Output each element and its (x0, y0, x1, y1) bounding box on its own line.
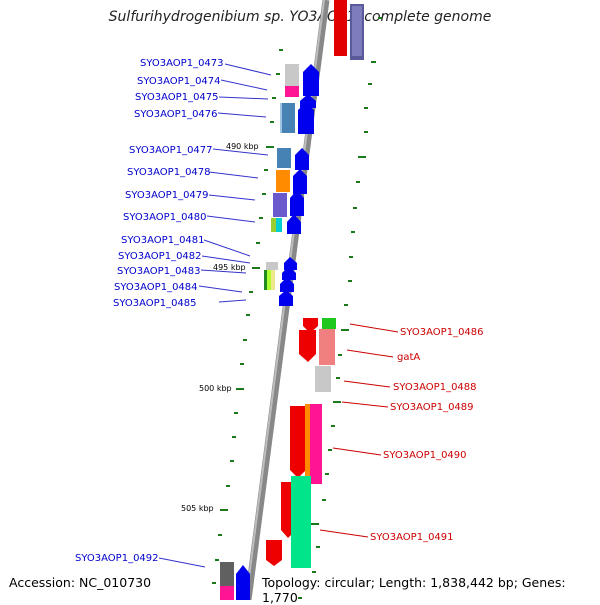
left-connectors (158, 63, 272, 568)
gene-block-top (334, 0, 364, 60)
gene-label-0480[interactable]: SYO3AOP1_0480 (123, 212, 207, 223)
gene-label-0484[interactable]: SYO3AOP1_0484 (114, 282, 198, 293)
gene-label-0483[interactable]: SYO3AOP1_0483 (117, 266, 201, 277)
gene-label-0489[interactable]: SYO3AOP1_0489 (390, 402, 474, 413)
gene-label-0473[interactable]: SYO3AOP1_0473 (140, 58, 224, 69)
gene-boxes-right (291, 318, 336, 568)
left-labels: SYO3AOP1_0473 SYO3AOP1_0474 SYO3AOP1_047… (75, 58, 224, 564)
scale-label-490: 490 kbp (226, 142, 259, 151)
gene-label-0491[interactable]: SYO3AOP1_0491 (370, 532, 454, 543)
gene-label-0492[interactable]: SYO3AOP1_0492 (75, 553, 159, 564)
outer-ticks (298, 17, 382, 599)
accession-text: Accession: NC_010730 (9, 575, 152, 590)
topology-text: Topology: circular; Length: 1,838,442 bp… (262, 575, 566, 605)
gene-label-0482[interactable]: SYO3AOP1_0482 (118, 251, 202, 262)
scale-label-505: 505 kbp (181, 504, 214, 513)
gene-label-0486[interactable]: SYO3AOP1_0486 (400, 327, 484, 338)
gene-boxes-left (220, 64, 299, 600)
gene-label-gatA[interactable]: gatA (397, 352, 420, 363)
gene-label-0485[interactable]: SYO3AOP1_0485 (113, 298, 197, 309)
gene-label-0481[interactable]: SYO3AOP1_0481 (121, 235, 205, 246)
scale-label-500: 500 kbp (199, 384, 232, 393)
gene-arrows-left (236, 64, 319, 600)
gene-label-0476[interactable]: SYO3AOP1_0476 (134, 109, 218, 120)
gene-label-0475[interactable]: SYO3AOP1_0475 (135, 92, 219, 103)
gene-label-0490[interactable]: SYO3AOP1_0490 (383, 450, 467, 461)
genome-title: Sulfurihydrogenibium sp. YO3AOP1, comple… (108, 9, 492, 25)
gene-label-0474[interactable]: SYO3AOP1_0474 (137, 76, 221, 87)
right-connectors (319, 323, 399, 538)
scale-ticks (212, 49, 283, 584)
right-labels: SYO3AOP1_0486 gatA SYO3AOP1_0488 SYO3AOP… (370, 327, 484, 543)
gene-label-0478[interactable]: SYO3AOP1_0478 (127, 167, 211, 178)
gene-label-0488[interactable]: SYO3AOP1_0488 (393, 382, 477, 393)
gene-label-0477[interactable]: SYO3AOP1_0477 (129, 145, 213, 156)
scale-label-495: 495 kbp (213, 263, 246, 272)
gene-label-0479[interactable]: SYO3AOP1_0479 (125, 190, 209, 201)
